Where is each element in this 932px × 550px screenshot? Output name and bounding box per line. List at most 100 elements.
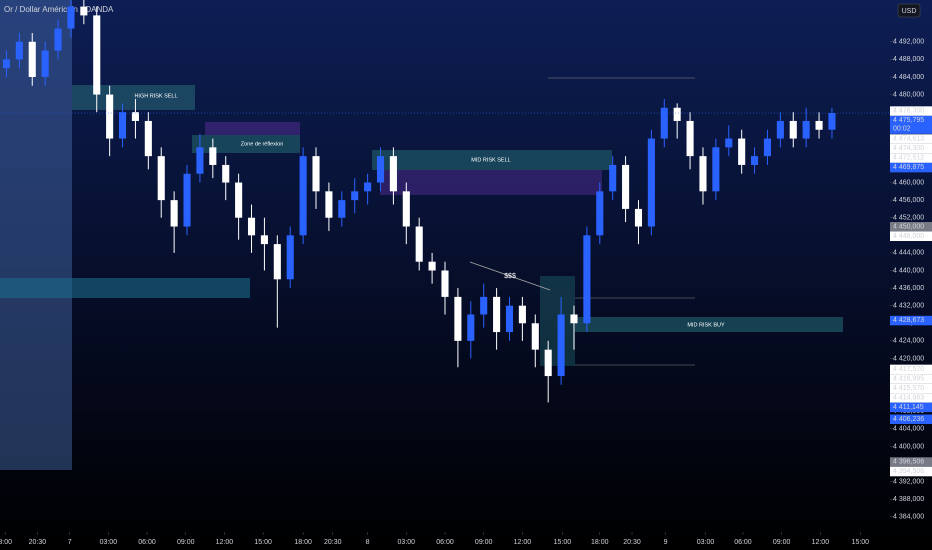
x-tick-label: 03:00 (697, 539, 715, 546)
candle-body (402, 191, 410, 227)
candle-body (273, 244, 281, 280)
x-tick-label: 03:00 (100, 539, 118, 546)
candle-body (183, 173, 191, 227)
y-tick-label: 4 436,000 (893, 285, 924, 292)
annotation: $$$ (504, 273, 516, 280)
y-tick-label: 4 480,000 (893, 91, 924, 98)
price-label-box (890, 106, 932, 116)
candle-body (312, 156, 320, 192)
zone-box (205, 122, 300, 135)
candle-body (441, 270, 449, 297)
candle-body (338, 200, 346, 218)
price-label-box (890, 143, 932, 154)
annotation: MID RISK SELL (471, 157, 510, 163)
candle-body (776, 120, 784, 139)
price-label-box (890, 315, 932, 326)
y-tick-label: 4 460,000 (893, 179, 924, 186)
x-tick-label: 15:00 (254, 539, 272, 546)
candle-body (763, 138, 772, 157)
zone-box (372, 150, 612, 170)
y-tick-label: 4 444,000 (893, 250, 924, 257)
price-label: 4 448,000 (893, 233, 924, 240)
y-tick-label: 4 400,000 (893, 443, 924, 450)
candle-body (260, 235, 268, 245)
price-label: 4 476,300 (893, 108, 924, 115)
y-tick-label: 4 492,000 (893, 39, 924, 46)
chart-title: Or / Dollar Américain · OANDA (4, 5, 114, 14)
x-tick-label: 20:30 (29, 539, 47, 546)
candle-body (118, 112, 127, 139)
candle-body (235, 182, 243, 218)
zone-box (380, 170, 602, 195)
zone-box (0, 0, 72, 470)
candle-body (376, 156, 385, 183)
candle-body (428, 261, 436, 271)
x-tick-label: 09:00 (177, 539, 195, 546)
y-tick-label: 4 456,000 (893, 197, 924, 204)
candle-body (364, 182, 372, 192)
price-label-box (890, 393, 932, 403)
x-tick-label: 09:00 (475, 539, 493, 546)
x-tick-label: 18:00 (294, 539, 312, 546)
candle-body (351, 191, 359, 201)
price-label: 4 472,512 (893, 155, 924, 162)
x-tick-label: 20:30 (324, 539, 342, 546)
zone-box (575, 317, 843, 332)
candles (2, 0, 836, 403)
x-tick-label: 8 (366, 539, 370, 546)
candle-body (622, 164, 630, 209)
candle-body (505, 305, 514, 333)
x-tick-label: 12:00 (514, 539, 532, 546)
price-label-box (890, 134, 932, 144)
candle-body (54, 28, 62, 51)
candle-body (467, 314, 475, 341)
candle-body (570, 314, 578, 324)
currency: USD (902, 8, 917, 15)
candle-body (196, 147, 204, 174)
price-label: 4 469,875 (893, 164, 924, 171)
x-tick-label: 12:00 (812, 539, 830, 546)
price-label: 4 474,613 (893, 136, 924, 143)
candle-body (596, 191, 604, 236)
candle-body (144, 120, 152, 157)
x-tick-label: 7 (68, 539, 72, 546)
price-label: 4 406,236 (893, 416, 924, 423)
candle-body (583, 235, 591, 324)
price-label: 4 475,795 (893, 117, 924, 124)
candle-body (170, 200, 178, 227)
y-tick-label: 4 384,000 (893, 514, 924, 521)
candle-body (802, 120, 810, 139)
price-label: 4 416,995 (893, 375, 924, 382)
annotation: HIGH RISK SELL (134, 93, 177, 99)
price-label-box (890, 374, 932, 384)
price-label-box (890, 115, 932, 134)
candle-body (828, 113, 836, 130)
candle-body (634, 208, 643, 227)
x-tick-label: 06:00 (734, 539, 752, 546)
candle-body (815, 120, 823, 130)
candle-body (325, 191, 333, 218)
candle-body (518, 305, 526, 324)
price-label-box (890, 466, 932, 477)
candle-body (80, 6, 88, 16)
x-tick-label: 8:00 (0, 539, 12, 546)
candle-body (725, 138, 733, 148)
price-label: 4 394,506 (893, 468, 924, 475)
x-tick-label: 06:00 (436, 539, 454, 546)
candle-body (106, 94, 114, 139)
candle-body (531, 323, 539, 350)
candle-body (222, 164, 230, 183)
annotation: MID RISK BUY (687, 322, 725, 328)
trend-line (469, 261, 551, 291)
candle-body (738, 138, 746, 165)
candle-body (157, 156, 165, 201)
x-tick-label: 09:00 (773, 539, 791, 546)
candle-body (712, 147, 720, 192)
price-label-box (890, 402, 932, 413)
candle-body (67, 6, 75, 29)
price-label-box (890, 414, 932, 425)
price-label-box (890, 383, 932, 394)
candle-body (699, 156, 707, 192)
price-label: 4 428,673 (893, 317, 924, 324)
